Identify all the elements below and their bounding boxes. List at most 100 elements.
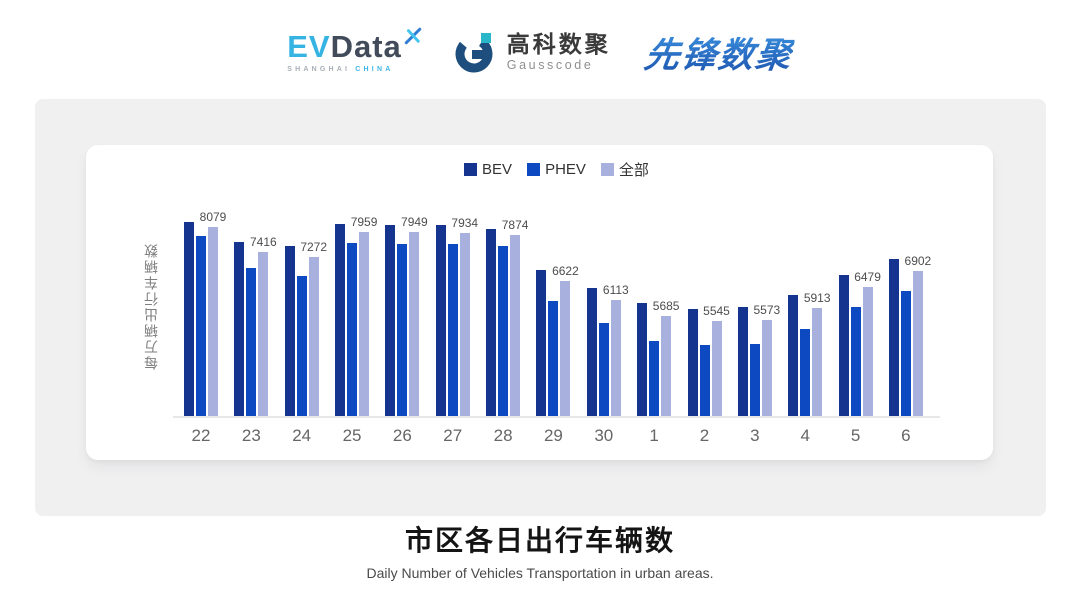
evdata-wordmark: EVData — [287, 27, 422, 64]
data-label-29: 6622 — [552, 264, 579, 279]
bar-PHEV-29[interactable] — [548, 301, 559, 416]
legend-label-全部: 全部 — [618, 161, 649, 179]
bar-BEV-27[interactable] — [435, 225, 446, 416]
x-tick-27: 27 — [443, 426, 463, 445]
bar-BEV-23[interactable] — [234, 242, 245, 416]
bar-全部-24[interactable] — [308, 257, 319, 416]
bar-BEV-30[interactable] — [586, 288, 597, 416]
data-label-6: 6902 — [904, 253, 932, 268]
x-tick-26: 26 — [392, 426, 412, 445]
data-label-27: 7934 — [451, 215, 479, 230]
bar-BEV-3[interactable] — [737, 307, 748, 416]
bar-PHEV-22[interactable] — [196, 236, 206, 416]
x-tick-22: 22 — [191, 426, 211, 445]
bar-group-28: 7874 — [486, 195, 528, 416]
bar-BEV-22[interactable] — [184, 222, 194, 416]
bar-全部-30[interactable] — [610, 300, 621, 416]
bar-group-30: 6113 — [586, 195, 629, 416]
legend-swatch-全部 — [600, 162, 614, 176]
x-tick-25: 25 — [342, 426, 362, 445]
gausscode-logo: 高科数聚 Gausscode — [454, 30, 611, 74]
bar-group-25: 7959 — [335, 195, 377, 416]
data-label-28: 7874 — [501, 217, 529, 232]
bar-全部-25[interactable] — [359, 232, 370, 416]
bar-BEV-5[interactable] — [838, 275, 849, 416]
bar-BEV-28[interactable] — [486, 229, 497, 416]
bar-全部-6[interactable] — [912, 271, 923, 416]
bar-PHEV-30[interactable] — [598, 323, 609, 416]
plot-area: 8079 7416 7272 7959 7949 7934 7874 6622 6113 5685… — [173, 195, 940, 418]
pioneer-logo: 先锋数聚 — [641, 27, 796, 78]
legend-item-PHEV[interactable]: PHEV — [527, 161, 586, 178]
chart-legend: BEV PHEV 全部 — [173, 159, 940, 179]
bar-BEV-6[interactable] — [888, 259, 899, 416]
bar-group-23: 7416 — [234, 195, 277, 416]
x-tick-30: 30 — [594, 426, 614, 445]
data-label-23: 7416 — [249, 234, 277, 249]
bar-全部-2[interactable] — [711, 321, 722, 416]
gausscode-en-text: Gausscode — [506, 57, 594, 72]
bar-PHEV-4[interactable] — [800, 329, 811, 416]
data-label-25: 7959 — [350, 214, 378, 229]
bar-PHEV-26[interactable] — [397, 244, 408, 416]
x-tick-23: 23 — [241, 426, 261, 445]
bar-全部-27[interactable] — [459, 233, 470, 416]
bar-全部-4[interactable] — [812, 308, 823, 416]
bar-PHEV-6[interactable] — [900, 291, 911, 416]
bar-PHEV-27[interactable] — [447, 244, 458, 416]
bar-全部-5[interactable] — [862, 287, 873, 416]
bar-group-22: 8079 — [184, 195, 226, 416]
data-label-22: 8079 — [199, 210, 227, 225]
x-tick-6: 6 — [901, 426, 911, 445]
bar-PHEV-2[interactable] — [699, 345, 710, 416]
bar-PHEV-24[interactable] — [296, 276, 307, 416]
gausscode-g-icon — [455, 33, 493, 73]
legend-item-BEV[interactable]: BEV — [464, 161, 512, 178]
gausscode-text: 高科数聚 Gausscode — [507, 32, 611, 71]
data-label-26: 7949 — [401, 215, 428, 230]
bar-全部-1[interactable] — [661, 316, 672, 416]
bar-全部-23[interactable] — [258, 252, 269, 416]
data-label-1: 5685 — [652, 299, 680, 314]
bar-group-29: 6622 — [536, 195, 579, 416]
bar-BEV-25[interactable] — [335, 224, 346, 416]
bar-group-27: 7934 — [435, 195, 478, 416]
legend-label-PHEV: PHEV — [545, 160, 586, 178]
bar-group-24: 7272 — [284, 195, 327, 416]
bar-BEV-24[interactable] — [284, 246, 295, 416]
evdata-china-text: CHINA — [355, 66, 394, 73]
data-label-3: 5573 — [753, 303, 781, 318]
x-axis-labels: 22 23 24 25 26 27 28 29 30 1 2 3 4 5 6 — [173, 426, 940, 448]
x-tick-5: 5 — [850, 426, 861, 445]
evdata-data-text: Data — [330, 29, 402, 64]
bar-group-6: 6902 — [888, 195, 931, 416]
gausscode-cn-text: 高科数聚 — [506, 31, 611, 58]
bar-BEV-1[interactable] — [637, 303, 648, 416]
legend-label-BEV: BEV — [482, 160, 513, 178]
bar-group-4: 5913 — [788, 195, 831, 416]
bar-PHEV-23[interactable] — [246, 268, 257, 416]
evdata-x-icon — [404, 27, 422, 45]
bar-BEV-29[interactable] — [536, 270, 547, 416]
bar-BEV-2[interactable] — [687, 309, 698, 416]
legend-item-全部[interactable]: 全部 — [600, 159, 649, 180]
x-tick-2: 2 — [699, 426, 710, 445]
bar-PHEV-5[interactable] — [850, 307, 861, 416]
bar-PHEV-28[interactable] — [498, 246, 509, 416]
bar-全部-29[interactable] — [560, 281, 571, 416]
bar-全部-26[interactable] — [409, 232, 420, 416]
bar-全部-3[interactable] — [761, 320, 772, 416]
footer: 市区各日出行车辆数 Daily Number of Vehicles Trans… — [0, 524, 1080, 581]
bar-BEV-4[interactable] — [788, 295, 799, 416]
bar-全部-28[interactable] — [510, 235, 521, 416]
x-tick-28: 28 — [493, 426, 513, 445]
bar-group-2: 5545 — [687, 195, 730, 416]
bar-PHEV-3[interactable] — [749, 344, 760, 416]
data-label-30: 6113 — [602, 283, 629, 298]
bar-PHEV-1[interactable] — [649, 341, 660, 416]
bar-BEV-26[interactable] — [385, 225, 396, 416]
bar-PHEV-25[interactable] — [347, 243, 358, 416]
bar-全部-22[interactable] — [208, 227, 218, 416]
evdata-logo: EVData SHANGHAI CHINA — [287, 27, 422, 73]
